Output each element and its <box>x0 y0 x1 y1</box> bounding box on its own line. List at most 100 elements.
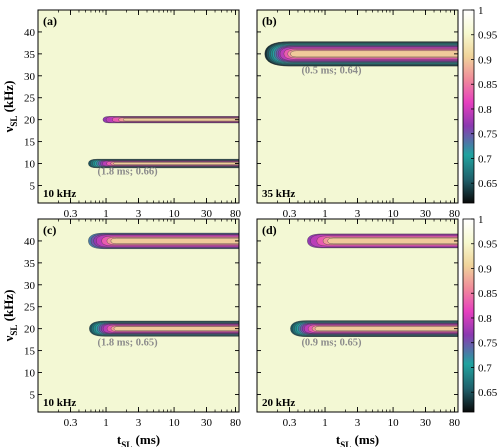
x-tick-label: 10 <box>388 208 400 220</box>
colorbar-scale <box>462 218 475 413</box>
panel-label: (c) <box>43 223 56 237</box>
colorbar-1: 0.65 0.7 0.75 0.8 0.85 0.9 0.95 1 <box>462 5 498 204</box>
colorbar-scale <box>462 9 475 204</box>
x-tick-label: 10 <box>169 417 181 429</box>
y-tick-label: 15 <box>24 346 36 358</box>
colorbar-tick-label: 0.8 <box>478 104 492 116</box>
y-axis-label: νSL (kHz) <box>1 290 19 343</box>
x-tick-label: 30 <box>201 208 213 220</box>
colorbar-tick-label: 0.95 <box>478 30 498 42</box>
optimum-annotation: (0.9 ms; 0.65) <box>301 337 362 348</box>
optimum-annotation: (1.8 ms; 0.65) <box>98 337 159 348</box>
y-tick-label: 10 <box>24 159 36 171</box>
plot-background <box>257 219 458 412</box>
plot-background <box>38 10 239 203</box>
ridge-band <box>264 41 458 67</box>
x-tick-label: 0.3 <box>283 208 297 220</box>
x-tick-label: 3 <box>355 208 361 220</box>
ridge-band <box>88 232 239 250</box>
y-tick-label: 40 <box>24 27 36 39</box>
colorbar-tick-label: 0.7 <box>478 362 492 374</box>
x-tick-label: 1 <box>103 208 109 220</box>
colorbar-tick-label: 0.65 <box>478 387 498 399</box>
panel-label: (a) <box>43 14 57 28</box>
y-tick-label: 35 <box>24 258 36 270</box>
x-tick-label: 0.3 <box>64 417 78 429</box>
colorbar-tick-label: 0.9 <box>478 54 492 66</box>
spin-rate-label: 35 kHz <box>262 188 295 200</box>
colorbar-2: 0.65 0.7 0.75 0.8 0.85 0.9 0.95 1 <box>462 214 498 413</box>
ridge-band <box>88 158 239 169</box>
y-axis: 5 10 15 20 25 30 35 40 <box>24 27 239 192</box>
x-tick-label: 30 <box>420 417 432 429</box>
x-tick-label: 1 <box>103 417 109 429</box>
y-tick-label: 25 <box>24 93 36 105</box>
x-tick-label: 1 <box>322 417 328 429</box>
y-tick-label: 35 <box>24 49 36 61</box>
spin-rate-label: 10 kHz <box>43 397 76 409</box>
x-tick-label: 80 <box>449 417 461 429</box>
spin-rate-label: 10 kHz <box>43 188 76 200</box>
colorbar-tick-label: 1 <box>478 5 484 17</box>
plot-background <box>38 219 239 412</box>
x-tick-label: 3 <box>136 208 142 220</box>
x-tick-label: 30 <box>420 208 432 220</box>
panel-4: 0.3 1 3 10 30 80 (d) 20 kHz (0.9 ms; 0.65) tSL (m… <box>256 218 461 447</box>
ridge-band <box>290 320 458 337</box>
y-tick-label: 20 <box>24 324 36 336</box>
panel-label: (b) <box>262 14 277 28</box>
ridge-band <box>89 320 239 337</box>
x-tick-label: 10 <box>388 417 400 429</box>
y-axis-label: νSL (kHz) <box>1 81 19 134</box>
colorbar-tick-label: 0.75 <box>478 129 498 141</box>
colorbar-tick-label: 0.9 <box>478 263 492 275</box>
plot-background <box>257 10 458 203</box>
x-tick-label: 0.3 <box>283 417 297 429</box>
y-tick-label: 15 <box>24 137 36 149</box>
y-tick-label: 30 <box>24 280 36 292</box>
colorbar-tick-label: 0.75 <box>478 338 498 350</box>
x-axis-label: tSL (ms) <box>336 432 379 447</box>
y-axis: 5 10 15 20 25 30 35 40 <box>24 236 239 401</box>
x-tick-label: 10 <box>169 208 181 220</box>
x-axis: 0.3 1 3 10 30 80 <box>58 219 242 429</box>
y-tick-label: 20 <box>24 115 36 127</box>
spin-rate-label: 20 kHz <box>262 397 295 409</box>
colorbar-tick-label: 0.65 <box>478 178 498 190</box>
colorbar-tick-label: 1 <box>478 214 484 226</box>
y-tick-label: 5 <box>30 389 36 401</box>
y-tick-label: 30 <box>24 71 36 83</box>
panel-2: 0.3 1 3 10 30 80 (b) 35 kHz (0.5 ms; 0.64) <box>256 9 461 220</box>
x-tick-label: 3 <box>355 417 361 429</box>
optimum-annotation: (1.8 ms; 0.66) <box>98 166 159 177</box>
colorbar-tick-label: 0.8 <box>478 313 492 325</box>
x-tick-label: 80 <box>449 208 461 220</box>
y-tick-label: 40 <box>24 236 36 248</box>
x-axis: 0.3 1 3 10 30 80 <box>277 219 461 429</box>
y-axis <box>257 31 458 186</box>
x-tick-label: 0.3 <box>64 208 78 220</box>
panel-1: 0.3 1 3 10 30 80 5 10 15 20 25 30 35 40 (a) 10 kHz (1.8 … <box>1 9 242 220</box>
x-axis: 0.3 1 3 10 30 80 <box>277 10 461 220</box>
y-tick-label: 10 <box>24 368 36 380</box>
x-axis-label: tSL (ms) <box>117 432 160 447</box>
panel-3: 0.3 1 3 10 30 80 5 10 15 20 25 30 35 40 (c) 10 kHz (1.8 … <box>1 218 242 447</box>
ridge-band <box>307 233 458 249</box>
x-axis: 0.3 1 3 10 30 80 <box>58 10 242 220</box>
x-tick-label: 80 <box>230 417 242 429</box>
x-tick-label: 1 <box>322 208 328 220</box>
x-tick-label: 80 <box>230 208 242 220</box>
colorbar-tick-label: 0.95 <box>478 239 498 251</box>
panel-label: (d) <box>262 223 277 237</box>
y-tick-label: 5 <box>30 180 36 192</box>
optimum-annotation: (0.5 ms; 0.64) <box>301 66 362 77</box>
x-tick-label: 30 <box>201 417 213 429</box>
x-tick-label: 3 <box>136 417 142 429</box>
colorbar-tick-label: 0.85 <box>478 79 498 91</box>
ridge-band <box>102 116 239 124</box>
y-axis <box>257 240 458 395</box>
colorbar-tick-label: 0.7 <box>478 153 492 165</box>
y-tick-label: 25 <box>24 302 36 314</box>
colorbar-tick-label: 0.85 <box>478 288 498 300</box>
